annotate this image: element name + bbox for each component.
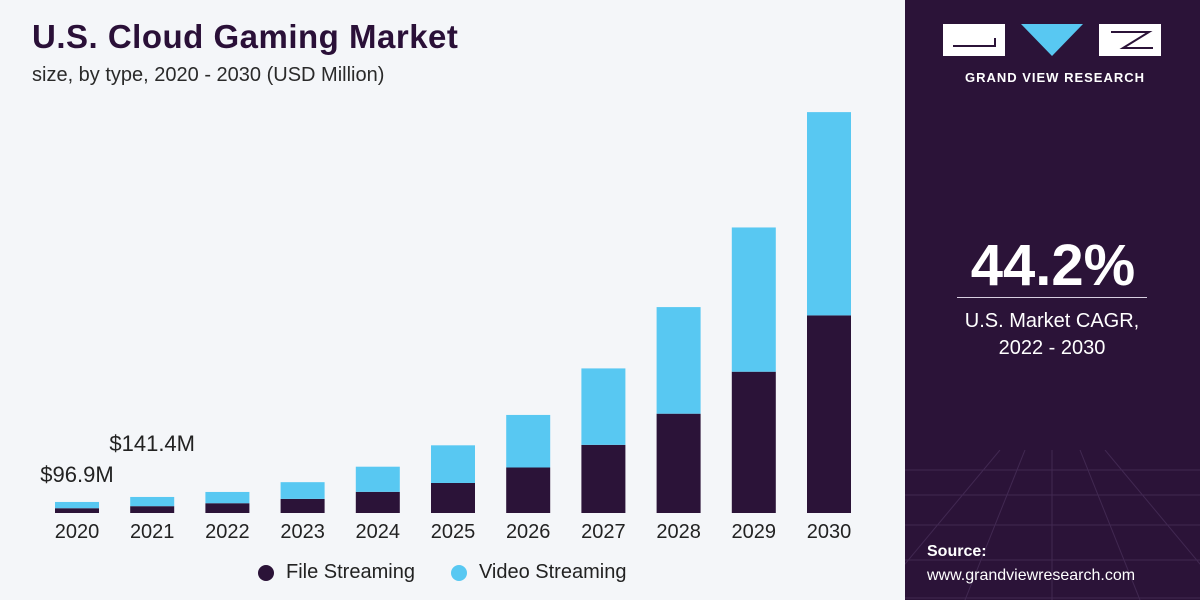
bar-file-streaming-2023 xyxy=(280,498,325,513)
bar-file-streaming-2025 xyxy=(431,482,475,513)
bar-video-streaming-2023 xyxy=(280,482,325,499)
grid-floor-decoration xyxy=(905,450,1200,600)
bar-file-streaming-2024 xyxy=(355,491,400,513)
x-tick-label-2029: 2029 xyxy=(732,521,777,543)
x-tick-label-2024: 2024 xyxy=(356,521,401,543)
chart-subtitle: size, by type, 2020 - 2030 (USD Million) xyxy=(32,64,385,86)
bar-file-streaming-2028 xyxy=(656,413,701,513)
bar-file-streaming-2026 xyxy=(506,467,551,513)
source-label: Source: xyxy=(927,543,987,560)
x-tick-label-2020: 2020 xyxy=(55,521,100,543)
x-tick-label-2023: 2023 xyxy=(280,521,325,543)
bar-file-streaming-2020 xyxy=(55,508,99,513)
bar-video-streaming-2030 xyxy=(807,112,851,316)
bar-file-streaming-2027 xyxy=(581,444,626,513)
bar-video-streaming-2029 xyxy=(731,227,776,372)
bar-video-streaming-2024 xyxy=(355,466,400,492)
bar-file-streaming-2022 xyxy=(205,503,250,513)
chart-legend: File Streaming Video Streaming xyxy=(258,561,662,584)
legend-item-video-streaming: Video Streaming xyxy=(450,561,627,584)
source-link[interactable]: www.grandviewresearch.com xyxy=(927,567,1136,584)
bar-video-streaming-2022 xyxy=(205,491,250,504)
x-tick-label-2030: 2030 xyxy=(807,521,852,543)
bar-video-streaming-2026 xyxy=(506,414,551,468)
chart-title: U.S. Cloud Gaming Market xyxy=(32,18,459,55)
cagr-label: U.S. Market CAGR, 2022 - 2030 xyxy=(964,310,1140,359)
legend-item-file-streaming: File Streaming xyxy=(258,561,415,584)
x-tick-label-2028: 2028 xyxy=(656,521,701,543)
legend-swatch-video-streaming xyxy=(450,564,467,581)
x-tick-label-2022: 2022 xyxy=(205,521,250,543)
data-label-2021: $141.4M xyxy=(109,431,195,456)
bar-video-streaming-2025 xyxy=(431,445,475,483)
x-tick-label-2027: 2027 xyxy=(581,521,626,543)
legend-label-file-streaming: File Streaming xyxy=(286,561,415,583)
stacked-bar-chart: 2020 2021 2022 2023 2024 2025 2026 2027 2028 2029… xyxy=(40,112,852,543)
grand-view-research-logo xyxy=(943,24,1161,56)
legend-swatch-file-streaming xyxy=(258,564,274,581)
cagr-value: 44.2% xyxy=(970,233,1136,298)
cagr-divider xyxy=(957,297,1147,298)
legend-label-video-streaming: Video Streaming xyxy=(478,561,627,583)
bar-video-streaming-2021 xyxy=(130,496,175,507)
bar-video-streaming-2020 xyxy=(55,501,99,509)
bar-video-streaming-2027 xyxy=(581,368,626,445)
brand-name: GRAND VIEW RESEARCH xyxy=(964,70,1146,85)
chart-panel: U.S. Cloud Gaming Market size, by type, … xyxy=(32,18,852,584)
bar-video-streaming-2028 xyxy=(656,307,701,414)
info-sidebar: GRAND VIEW RESEARCH 44.2% U.S. Market CA… xyxy=(905,0,1200,600)
data-label-2020: $96.9M xyxy=(40,462,113,487)
bar-file-streaming-2030 xyxy=(807,315,851,513)
bar-file-streaming-2029 xyxy=(731,371,776,513)
x-tick-label-2025: 2025 xyxy=(431,521,476,543)
x-tick-label-2026: 2026 xyxy=(506,521,551,543)
bar-file-streaming-2021 xyxy=(130,506,175,513)
x-tick-label-2021: 2021 xyxy=(130,521,175,543)
